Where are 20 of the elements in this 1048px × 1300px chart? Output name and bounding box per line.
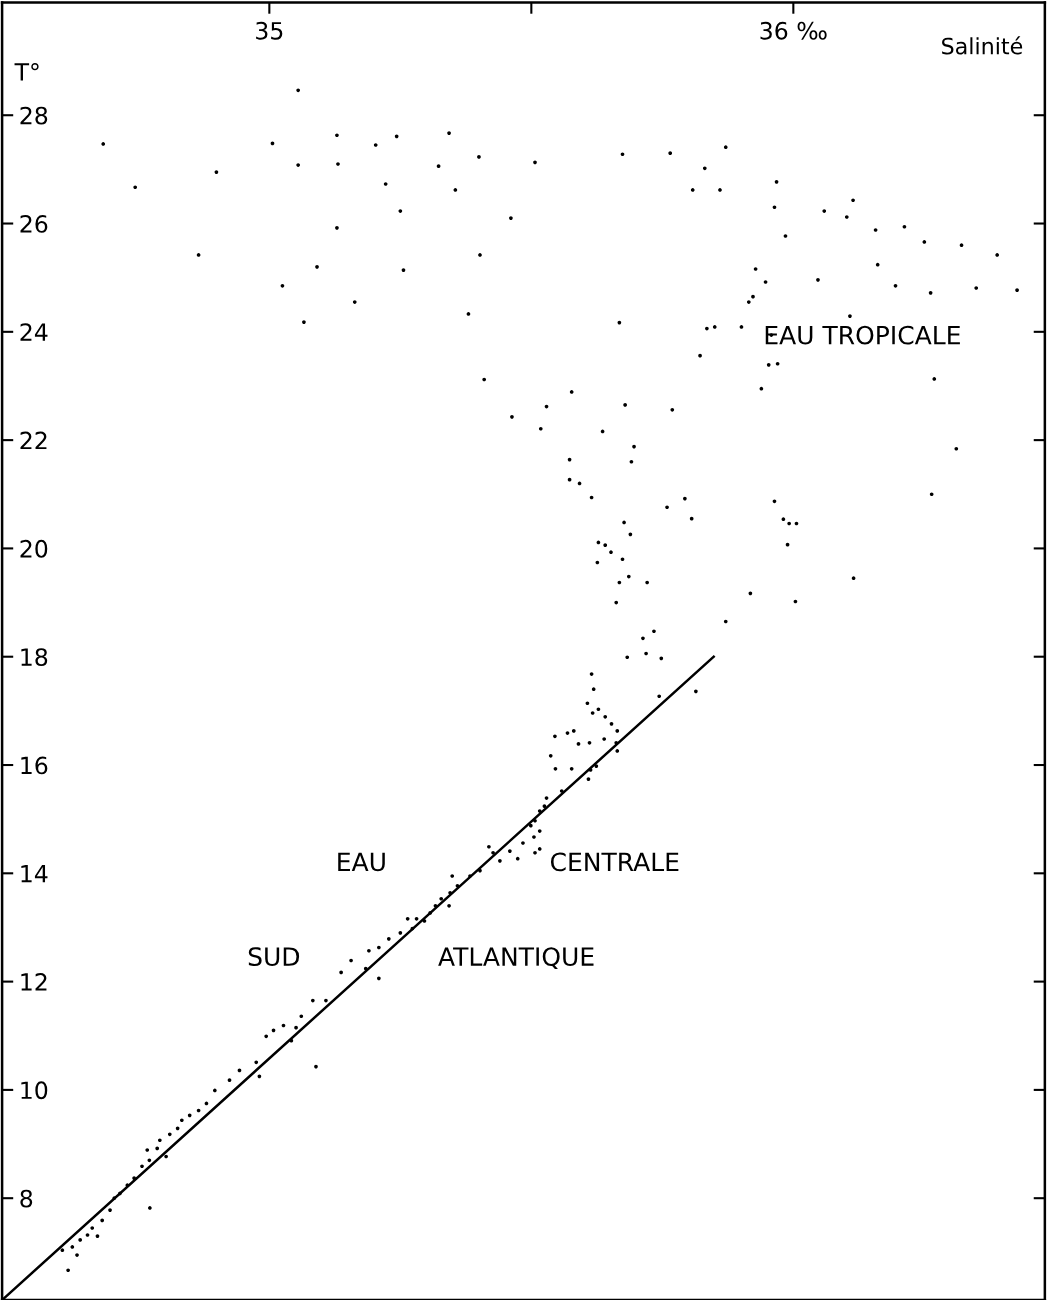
- x-tick-label: 35: [256, 21, 283, 40]
- annotation: EAU: [338, 852, 385, 872]
- y-tick-label: 28: [20, 106, 48, 125]
- y-tick-label: 10: [21, 1081, 48, 1100]
- y-tick-label: 18: [21, 648, 48, 667]
- y-axis-title: T°: [14, 62, 39, 81]
- y-tick-label: 14: [21, 865, 48, 883]
- annotation: SUD: [248, 947, 300, 967]
- annotation: ATLANTIQUE: [438, 947, 594, 969]
- y-tick-label: 20: [20, 539, 48, 558]
- annotation: EAU TROPICALE: [765, 325, 960, 345]
- y-tick-label: 12: [21, 973, 47, 991]
- y-tick-label: 16: [21, 756, 48, 775]
- x-tick-label: 36 ‰: [760, 21, 827, 40]
- y-tick-label: 24: [20, 323, 48, 341]
- y-tick-label: 8: [20, 1189, 33, 1208]
- x-axis-title: Salinité: [942, 36, 1023, 55]
- y-tick-label: 26: [20, 214, 48, 233]
- y-tick-label: 22: [20, 431, 47, 450]
- annotation: CENTRALE: [550, 852, 679, 872]
